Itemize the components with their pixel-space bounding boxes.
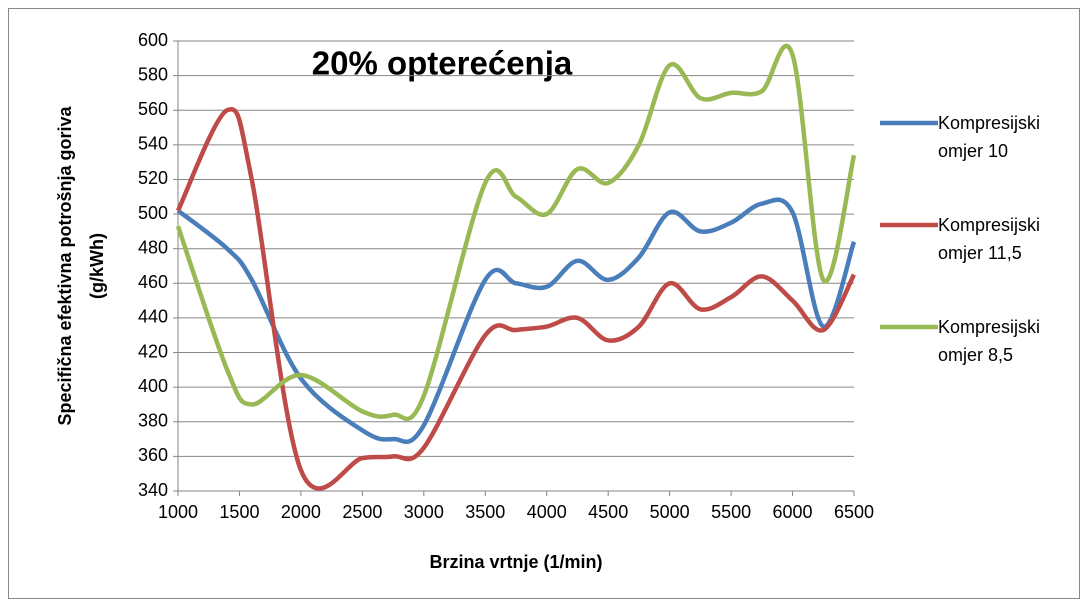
x-tick-label: 3500 [465,502,505,522]
chart-title: 20% opterećenja [312,45,573,82]
series-line [175,107,857,491]
x-tick-label: 2000 [281,502,321,522]
legend-label: Kompresijski omjer 8,5 [938,317,1041,365]
y-tick-label: 400 [138,376,168,396]
y-tick-label: 520 [138,168,168,188]
x-tick-label: 4000 [527,502,567,522]
y-tick-label: 440 [138,307,168,327]
x-tick-label: 4500 [588,502,628,522]
y-tick-label: 340 [138,480,168,500]
x-tick-label: 2500 [342,502,382,522]
x-tick-label: 1000 [158,502,198,522]
x-tick-label: 1500 [219,502,259,522]
x-tick-label: 3000 [404,502,444,522]
y-axis-label: Specifična efektivna potrošnja goriva [55,105,75,425]
y-axis-label: (g/kWh) [87,233,107,299]
y-tick-label: 580 [138,64,168,84]
y-tick-label: 500 [138,203,168,223]
legend-label: Kompresijski omjer 11,5 [938,215,1041,263]
y-tick-label: 480 [138,237,168,257]
x-tick-label: 6500 [834,502,874,522]
chart-border [8,8,1080,599]
x-tick-label: 5000 [650,502,690,522]
y-tick-label: 540 [138,134,168,154]
y-tick-label: 420 [138,341,168,361]
y-tick-label: 380 [138,411,168,431]
x-tick-label: 6000 [773,502,813,522]
x-axis-label: Brzina vrtnje (1/min) [429,552,602,572]
y-tick-label: 460 [138,272,168,292]
series-line [176,197,857,445]
y-tick-label: 600 [138,30,168,50]
y-tick-label: 560 [138,99,168,119]
legend-label: Kompresijski omjer 10 [938,113,1041,161]
y-tick-label: 360 [138,445,168,465]
series-line [175,43,857,422]
x-tick-label: 5500 [711,502,751,522]
